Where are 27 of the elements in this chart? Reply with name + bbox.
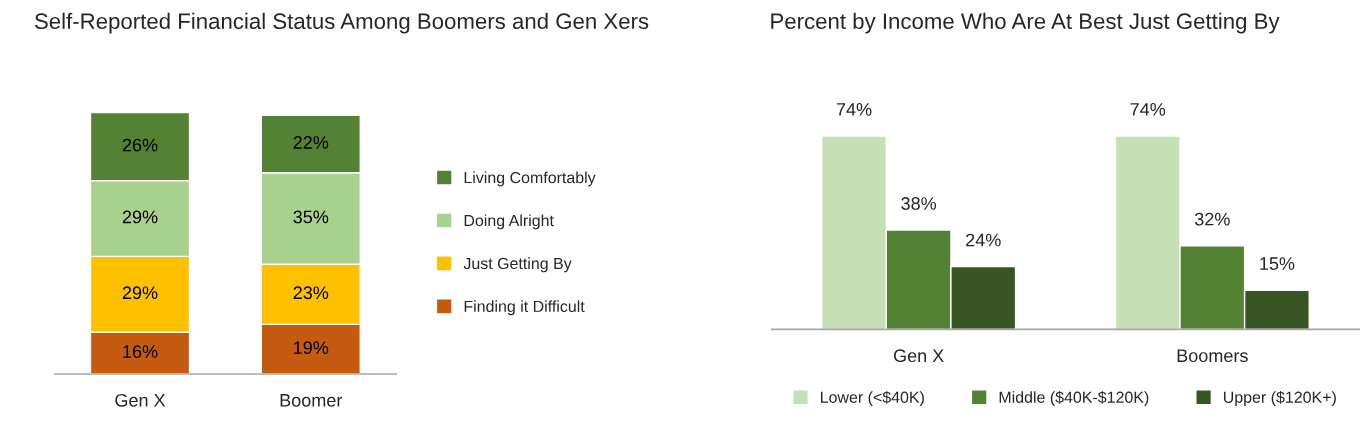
legend-label: Finding it Difficult: [464, 300, 585, 316]
legend-label: Lower (<$40K): [820, 390, 924, 407]
legend-label: Middle ($40K-$120K): [999, 390, 1149, 407]
data-label: 19%: [294, 341, 329, 355]
data-label: 26%: [122, 138, 158, 152]
x-tick-label: Gen X: [115, 393, 166, 407]
x-tick-label: Boomer: [280, 394, 343, 407]
data-label: 74%: [836, 103, 872, 116]
data-label: 38%: [901, 197, 937, 210]
data-label: 16%: [123, 345, 158, 358]
data-label: 35%: [293, 210, 329, 224]
data-label: 24%: [966, 233, 1001, 247]
legend-label: Living Comfortably: [464, 171, 596, 187]
chart-title: Self-Reported Financial Status Among Boomers and Gen Xers: [34, 12, 649, 34]
x-tick-label: Boomers: [1177, 349, 1248, 363]
data-label: 74%: [1130, 103, 1166, 116]
legend-label: Just Getting By: [463, 257, 572, 273]
data-label: 23%: [293, 286, 329, 300]
data-label: 15%: [1260, 257, 1295, 270]
data-label: 32%: [1194, 212, 1230, 226]
chart-title: Percent by Income Who Are At Best Just Getting By: [771, 12, 1280, 34]
legend-label: Doing Alright: [464, 214, 554, 230]
x-tick-label: Gen X: [893, 349, 944, 363]
data-label: 29%: [122, 210, 158, 224]
data-label: 22%: [293, 136, 329, 149]
data-label: 29%: [122, 286, 158, 300]
legend-label: Upper ($120K+): [1223, 390, 1336, 407]
